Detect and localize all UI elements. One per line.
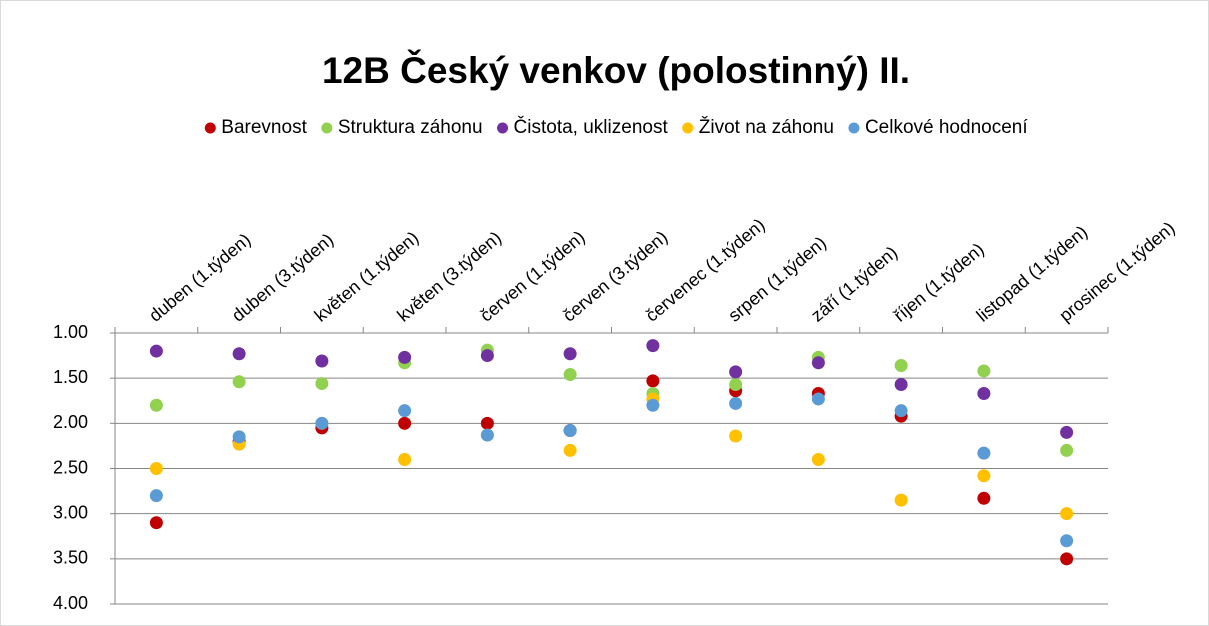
data-point bbox=[1060, 425, 1074, 439]
data-point bbox=[398, 452, 412, 466]
legend-label: Struktura záhonu bbox=[338, 117, 483, 138]
data-point bbox=[894, 377, 908, 391]
legend-marker bbox=[497, 122, 509, 134]
legend-label: Celkové hodnocení bbox=[865, 117, 1028, 138]
y-tick-label: 2.00 bbox=[53, 412, 88, 432]
data-point bbox=[480, 416, 494, 430]
data-point bbox=[149, 516, 163, 530]
data-point bbox=[894, 493, 908, 507]
data-point bbox=[232, 430, 246, 444]
data-point bbox=[811, 356, 825, 370]
data-point bbox=[149, 462, 163, 475]
y-tick-label: 1.50 bbox=[53, 367, 88, 387]
y-tick-label: 3.50 bbox=[53, 548, 88, 568]
data-point bbox=[729, 377, 743, 391]
data-point bbox=[563, 368, 577, 382]
data-point bbox=[398, 416, 412, 430]
data-point bbox=[563, 424, 577, 438]
data-point bbox=[811, 392, 825, 406]
data-point bbox=[811, 452, 825, 466]
data-point bbox=[398, 350, 412, 364]
legend-marker bbox=[848, 122, 860, 134]
y-tick-label: 2.50 bbox=[53, 457, 88, 477]
data-point bbox=[729, 429, 743, 443]
y-tick-label: 3.00 bbox=[53, 502, 88, 522]
data-point bbox=[480, 428, 494, 442]
data-point bbox=[149, 489, 163, 503]
data-point bbox=[315, 416, 329, 430]
data-point bbox=[232, 347, 246, 361]
legend-marker bbox=[321, 122, 333, 134]
data-point bbox=[729, 396, 743, 410]
data-point bbox=[315, 354, 329, 368]
data-point bbox=[149, 398, 163, 412]
data-point bbox=[646, 339, 660, 353]
data-point bbox=[894, 404, 908, 418]
data-point bbox=[563, 347, 577, 361]
data-point bbox=[977, 446, 991, 460]
y-tick-label: 1.00 bbox=[53, 322, 88, 342]
data-point bbox=[315, 377, 329, 391]
data-point bbox=[977, 491, 991, 505]
data-point bbox=[894, 359, 908, 373]
data-point bbox=[729, 365, 743, 379]
legend-marker bbox=[682, 122, 694, 134]
legend-label: Život na záhonu bbox=[699, 116, 834, 138]
data-point bbox=[398, 404, 412, 418]
data-point bbox=[1060, 552, 1074, 566]
data-point bbox=[1060, 507, 1074, 521]
data-point bbox=[563, 443, 577, 457]
data-point bbox=[977, 364, 991, 378]
legend-label: Čistota, uklizenost bbox=[514, 116, 669, 138]
data-point bbox=[1060, 443, 1074, 457]
legend-label: Barevnost bbox=[221, 117, 307, 138]
data-point bbox=[646, 374, 660, 388]
y-tick-label: 4.00 bbox=[53, 593, 88, 613]
chart-title: 12B Český venkov (polostinný) II. bbox=[322, 49, 910, 91]
data-point bbox=[232, 375, 246, 389]
data-point bbox=[480, 349, 494, 363]
data-point bbox=[646, 398, 660, 412]
data-point bbox=[977, 387, 991, 401]
legend-marker bbox=[204, 122, 216, 134]
data-point bbox=[1060, 534, 1074, 548]
data-point bbox=[977, 469, 991, 483]
legend: Barevnost Struktura záhonu Čistota, uklize… bbox=[204, 116, 1028, 138]
data-point bbox=[149, 344, 163, 358]
